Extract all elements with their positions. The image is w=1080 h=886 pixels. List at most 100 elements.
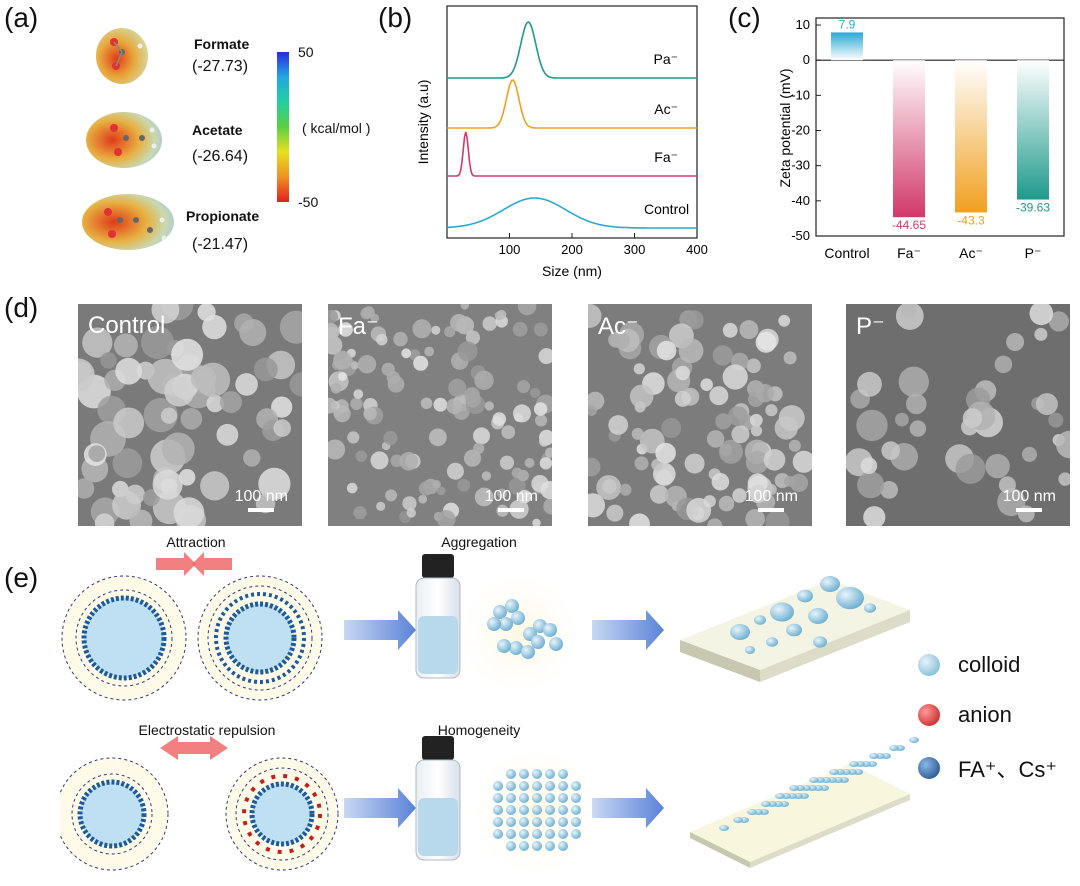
anion-icon xyxy=(918,704,940,726)
scale-bar-fa: 100 nm xyxy=(485,488,538,512)
colorbar-max-label: 50 xyxy=(298,44,314,60)
molecule-value-acetate: (-26.64) xyxy=(192,148,249,165)
vial-row2 xyxy=(415,736,461,861)
legend-anion-label: anion xyxy=(958,702,1012,727)
repulsion-arrow xyxy=(160,736,228,760)
chart-b-series-line xyxy=(447,131,697,177)
chart-b-series-label: Fa⁻ xyxy=(654,149,678,165)
label-electrostatic-repulsion: Electrostatic repulsion xyxy=(138,722,276,738)
cation-icon xyxy=(918,757,940,779)
sem-image-fa: Fa⁻ 100 nm xyxy=(328,304,552,526)
label-homogeneity: Homogeneity xyxy=(437,722,521,738)
scale-bar-ac: 100 nm xyxy=(745,488,798,512)
chart-b-series-line xyxy=(446,197,697,229)
molecule-name-formate: Formate xyxy=(194,36,250,52)
chart-c-value-label: 7.9 xyxy=(839,17,856,31)
aggregate-glow-row1 xyxy=(460,574,580,694)
sem-image-p: P⁻ 100 nm xyxy=(846,304,1070,526)
molecule-value-formate: (-27.73) xyxy=(192,58,249,75)
scale-bar-p: 100 nm xyxy=(1003,488,1056,512)
scale-label-ac: 100 nm xyxy=(744,488,798,505)
chart-b-xtick-label: 200 xyxy=(561,242,583,257)
colloid-icon xyxy=(918,654,940,676)
sem-texture-control xyxy=(78,304,302,526)
homogeneous-colloids xyxy=(493,769,581,851)
chart-b-xtick-label: 300 xyxy=(624,242,646,257)
chart-c-ytick-label: -10 xyxy=(791,87,810,102)
chart-c-frame xyxy=(815,17,1065,237)
legend-cation-label: FA⁺、Cs⁺ xyxy=(958,757,1058,782)
legend-anion: anion xyxy=(918,702,1012,728)
process-arrow-row2-a xyxy=(344,788,416,828)
panel-label-a: (a) xyxy=(4,2,39,33)
label-aggregation: Aggregation xyxy=(441,534,517,550)
propionate-esp-map xyxy=(82,194,174,250)
chart-b-xtick-label: 100 xyxy=(499,242,521,257)
chart-b-series-label: Control xyxy=(644,201,689,217)
zeta-potential-chart: Zeta potential (mV) 10 0 -10 -20 -30 -40 -50 7… xyxy=(777,17,1065,261)
legend-cation: FA⁺、Cs⁺ xyxy=(918,752,1057,784)
scale-label-fa: 100 nm xyxy=(484,488,538,505)
molecule-name-propionate: Propionate xyxy=(186,208,260,224)
molecule-value-propionate: (-21.47) xyxy=(192,236,249,253)
panel-label-c: (c) xyxy=(728,2,761,33)
colloid-schematic xyxy=(60,552,919,876)
panel-label-b: (b) xyxy=(378,2,413,33)
sem-image-ac: Ac⁻ 100 nm xyxy=(588,304,812,526)
panel-label-d: (d) xyxy=(4,292,39,323)
sem-title-ac: Ac⁻ xyxy=(598,313,639,340)
chart-c-value-label: -39.63 xyxy=(1016,201,1050,215)
film-substrate-row1 xyxy=(680,576,910,682)
sem-texture-p xyxy=(846,304,1070,526)
formate-esp-map xyxy=(96,28,148,84)
chart-c-ytick-label: 0 xyxy=(803,52,810,67)
colorbar-min-label: -50 xyxy=(298,194,319,210)
esp-colorbar xyxy=(277,52,289,202)
legend-colloid-label: colloid xyxy=(958,652,1021,677)
chart-c-ylabel: Zeta potential (mV) xyxy=(777,68,793,187)
vial-row1 xyxy=(415,554,461,679)
sem-title-p: P⁻ xyxy=(856,313,885,340)
chart-c-bar xyxy=(831,32,863,61)
chart-c-category-label: Control xyxy=(824,245,869,261)
process-arrow-row1-a xyxy=(344,610,416,650)
sem-texture-fa xyxy=(328,304,552,526)
chart-c-ytick-label: -30 xyxy=(791,158,810,173)
chart-c-ytick-label: -20 xyxy=(791,123,810,138)
chart-c-ytick-label: -50 xyxy=(791,228,810,243)
esp-molecule-maps xyxy=(82,28,174,250)
colloid-pair-row1 xyxy=(61,575,323,701)
chart-c-value-label: -43.3 xyxy=(957,213,985,227)
chart-c-bar xyxy=(893,60,925,218)
chart-c-category-label: Ac⁻ xyxy=(959,245,983,261)
acetate-esp-map xyxy=(86,112,162,168)
molecule-name-acetate: Acetate xyxy=(192,122,243,138)
chart-c-bar xyxy=(955,60,987,213)
chart-b-ylabel: Intensity (a.u) xyxy=(415,80,431,165)
chart-b-series-label: Ac⁻ xyxy=(654,101,678,117)
panel-label-e: (e) xyxy=(4,562,39,593)
chart-c-ytick-label: -40 xyxy=(791,193,810,208)
chart-c-bar xyxy=(1017,60,1049,200)
film-substrate-row2 xyxy=(690,737,919,868)
scale-label-p: 100 nm xyxy=(1002,488,1056,505)
colorbar-unit-label: ( kcal/mol ) xyxy=(302,120,371,136)
attraction-arrows xyxy=(156,552,232,576)
process-arrow-row2-b xyxy=(592,788,664,828)
chart-b-xlabel: Size (nm) xyxy=(542,263,602,279)
chart-b-xtick-label: 400 xyxy=(686,242,708,257)
legend-colloid: colloid xyxy=(918,652,1020,678)
chart-b-series-label: Pa⁻ xyxy=(653,51,678,67)
colloid-pair-row2 xyxy=(60,757,339,871)
sem-image-control: Control 100 nm xyxy=(78,304,302,526)
scale-label-control: 100 nm xyxy=(234,488,288,505)
sem-texture-ac xyxy=(588,304,812,526)
label-attraction: Attraction xyxy=(166,534,226,550)
chart-b-series-line xyxy=(447,79,697,129)
chart-b-series-line xyxy=(447,21,697,79)
sem-title-control: Control xyxy=(88,312,166,339)
process-arrow-row1-b xyxy=(592,610,664,650)
aggregated-colloids xyxy=(487,599,563,659)
chart-c-value-label: -44.65 xyxy=(892,218,926,232)
chart-c-ytick-label: 10 xyxy=(796,17,810,32)
